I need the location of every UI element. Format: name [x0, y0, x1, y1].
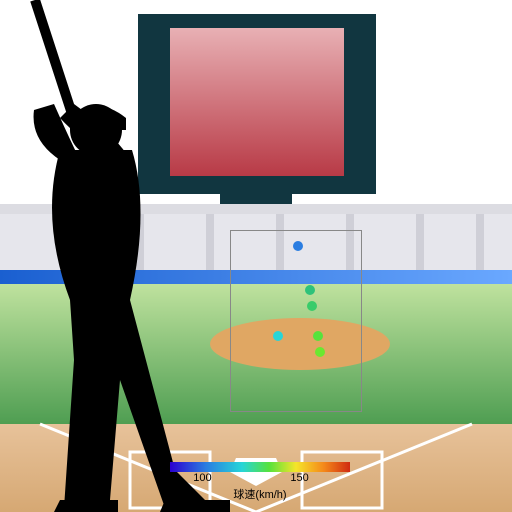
legend-tick: 100	[193, 472, 211, 484]
pitch-location-chart: 100 150 球速(km/h)	[0, 0, 512, 512]
velocity-legend: 100 150 球速(km/h)	[170, 462, 350, 502]
legend-colorbar	[170, 462, 350, 472]
legend-axis-label: 球速(km/h)	[170, 486, 350, 502]
legend-tick: 150	[290, 472, 308, 484]
batter-silhouette	[0, 0, 512, 512]
legend-ticks: 100 150	[170, 472, 350, 486]
